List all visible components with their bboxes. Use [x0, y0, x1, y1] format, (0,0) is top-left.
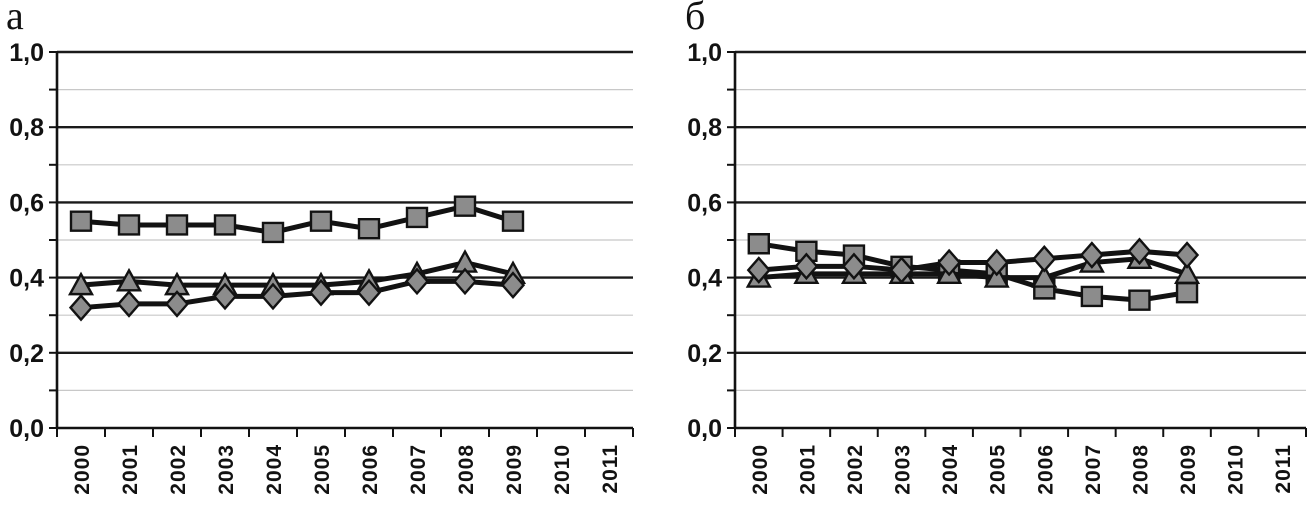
triangle-series-marker [1031, 264, 1058, 288]
diamond-series-marker [116, 290, 142, 318]
square-series-marker [213, 214, 237, 236]
x-axis-tick-label: 2009 [503, 444, 526, 495]
chart-panel-b: б 0,0 0,2 0,4 0,6 0,8 1,0 2000 2001 2002 2003 2004… [655, 0, 1310, 509]
diamond-series-line [756, 248, 1190, 273]
triangle-series-marker [1174, 260, 1201, 285]
y-axis-tick-label: 0,0 [9, 415, 44, 443]
diamond-series-marker [937, 248, 962, 277]
square-series-marker [165, 214, 189, 236]
diamond-series-marker [500, 271, 526, 299]
x-axis-tick-label: 2002 [844, 444, 867, 495]
chart-a-canvas: 0,0 0,2 0,4 0,6 0,8 1,0 2000 2001 2002 2003 2004 20… [9, 39, 634, 495]
x-axis-tick-label: 2001 [119, 444, 142, 495]
x-axis-tick-label: 2001 [796, 444, 819, 495]
x-axis-tick-label: 2000 [749, 444, 772, 495]
diamond-series-marker [68, 293, 94, 322]
triangle-series-line [78, 260, 516, 288]
triangle-series-line [756, 256, 1190, 281]
chart-b-title: б [685, 0, 706, 38]
x-axis-tick-label: 2005 [987, 444, 1010, 495]
x-axis-tick-label: 2005 [311, 444, 334, 495]
x-axis-tick-label: 2010 [1225, 444, 1248, 495]
square-series-marker [501, 210, 525, 232]
y-axis-tick-label: 0,2 [687, 340, 722, 368]
x-axis-tick-label: 2009 [1177, 444, 1200, 495]
y-axis-tick-label: 1,0 [687, 39, 722, 67]
square-series-marker [453, 195, 477, 217]
square-series-line [756, 241, 1190, 303]
diamond-series-marker [889, 256, 914, 284]
square-series-marker [69, 210, 93, 232]
x-axis-tick-label: 2000 [71, 444, 94, 495]
x-axis-tick-label: 2004 [939, 444, 962, 495]
x-axis-tick-label: 2002 [167, 444, 190, 495]
diamond-series-marker [794, 252, 819, 281]
triangle-series-marker [983, 264, 1010, 288]
square-series-marker [795, 240, 818, 262]
diamond-series-marker [260, 282, 286, 311]
y-axis-tick-label: 0,4 [687, 265, 722, 293]
diamond-series-marker [841, 252, 867, 281]
x-axis-tick-label: 2004 [263, 444, 286, 495]
x-axis-tick-label: 2010 [551, 444, 574, 495]
square-series-marker [357, 218, 381, 240]
diamond-series-marker [984, 248, 1009, 277]
y-axis-tick-label: 0,2 [9, 340, 44, 368]
diamond-series-marker [1174, 241, 1200, 269]
x-axis-tick-label: 2003 [215, 444, 238, 495]
x-axis-tick-label: 2007 [1082, 444, 1105, 495]
y-axis-tick-label: 0,4 [9, 265, 44, 293]
y-axis-tick-label: 0,6 [9, 189, 44, 217]
diamond-series-marker [356, 278, 382, 307]
chart-panel-a: а 0,0 0,2 0,4 0,6 0,8 1,0 2000 2001 2002 2003 2004… [6, 0, 634, 495]
square-series-marker [117, 214, 141, 236]
square-series-marker [405, 206, 429, 229]
diamond-series-marker [1032, 244, 1057, 273]
x-axis-tick-label: 2008 [455, 444, 478, 495]
chart-b-canvas: 0,0 0,2 0,4 0,6 0,8 1,0 2000 2001 2002 2003 2004 20… [687, 39, 1307, 495]
diamond-series-marker [164, 290, 190, 318]
diamond-series-marker [404, 267, 430, 296]
y-axis-tick-label: 0,0 [687, 415, 722, 443]
diamond-series-marker [308, 278, 334, 307]
diamond-series-marker [452, 267, 478, 296]
x-axis-tick-label: 2008 [1129, 444, 1152, 495]
square-series-marker [1175, 281, 1199, 304]
diamond-series-line [78, 278, 516, 311]
square-series-line [78, 203, 516, 235]
y-axis-tick-label: 0,8 [687, 114, 722, 142]
x-axis-tick-label: 2006 [359, 444, 382, 495]
square-series-marker [309, 210, 333, 232]
x-axis-tick-label: 2011 [1272, 444, 1295, 494]
square-series-marker [261, 221, 285, 244]
diamond-series-marker [746, 256, 771, 284]
y-axis-tick-label: 1,0 [9, 39, 44, 67]
x-axis-tick-label: 2007 [407, 444, 430, 495]
square-series-marker [1128, 289, 1151, 311]
diamond-series-marker [1079, 241, 1104, 269]
x-axis-tick-label: 2011 [599, 444, 622, 494]
chart-a-title: а [6, 0, 24, 38]
diamond-series-marker [1127, 237, 1152, 266]
square-series-marker [1080, 285, 1104, 308]
square-series-marker [747, 233, 770, 255]
x-axis-tick-label: 2006 [1034, 444, 1057, 495]
y-axis-tick-label: 0,6 [687, 189, 722, 217]
diamond-series-marker [212, 282, 238, 311]
y-axis-tick-label: 0,8 [9, 114, 44, 142]
x-axis-tick-label: 2003 [892, 444, 915, 495]
